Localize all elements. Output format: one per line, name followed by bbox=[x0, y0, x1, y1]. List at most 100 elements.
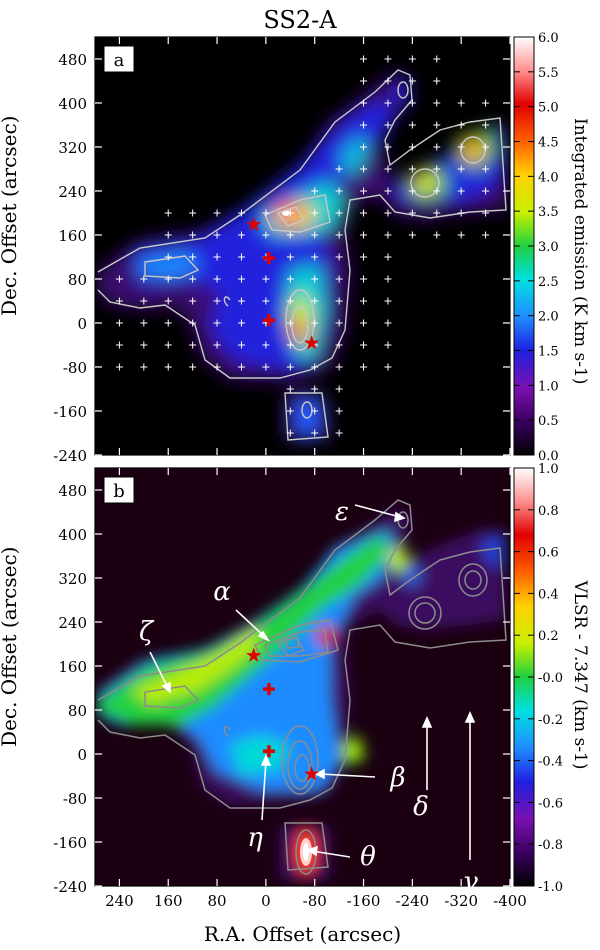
grid-plus bbox=[189, 275, 197, 283]
colorbar-tick-label: 4.5 bbox=[538, 136, 559, 151]
grid-plus bbox=[408, 99, 416, 107]
panel-a-emission-map: ★★ bbox=[97, 55, 508, 441]
figure-title: SS2-A bbox=[263, 6, 337, 34]
grid-plus bbox=[213, 231, 221, 239]
grid-plus bbox=[408, 231, 416, 239]
grid-plus bbox=[189, 297, 197, 305]
grid-plus bbox=[433, 187, 441, 195]
y-tick-label: 80 bbox=[68, 271, 87, 289]
grid-plus bbox=[433, 99, 441, 107]
colorbar-tick-label: 0.6 bbox=[538, 546, 559, 561]
colorbar-tick-label: -1.0 bbox=[538, 880, 563, 895]
grid-plus bbox=[189, 231, 197, 239]
x-tick-label: 0 bbox=[261, 892, 271, 910]
colorbar-tick-label: 3.5 bbox=[538, 205, 559, 220]
grid-plus bbox=[311, 385, 319, 393]
grid-plus bbox=[115, 297, 123, 305]
grid-plus bbox=[360, 297, 368, 305]
colorbar-tick-label: -0.0 bbox=[538, 671, 563, 686]
grid-plus bbox=[482, 231, 490, 239]
colorbar-tick-label: 4.0 bbox=[538, 170, 559, 185]
x-tick-label: -80 bbox=[303, 892, 327, 910]
grid-plus bbox=[311, 319, 319, 327]
grid-plus bbox=[237, 341, 245, 349]
colorbar-tick-label: 0.4 bbox=[538, 587, 559, 602]
grid-plus bbox=[115, 363, 123, 371]
source-star-marker: ★ bbox=[245, 643, 263, 667]
grid-plus bbox=[140, 341, 148, 349]
arrow-alpha-head bbox=[257, 630, 271, 642]
grid-plus bbox=[237, 275, 245, 283]
grid-plus bbox=[335, 253, 343, 261]
y-tick-label: -240 bbox=[53, 447, 87, 465]
panel-b-greek-labels: α β γ δ ε ζ η θ bbox=[139, 497, 478, 897]
arrow-eta bbox=[261, 759, 267, 821]
annotation-zeta: ζ bbox=[139, 617, 155, 647]
grid-plus bbox=[335, 165, 343, 173]
grid-plus bbox=[360, 165, 368, 173]
grid-plus bbox=[335, 209, 343, 217]
grid-plus bbox=[457, 121, 465, 129]
grid-plus bbox=[408, 165, 416, 173]
grid-plus bbox=[237, 209, 245, 217]
y-tick-label: -160 bbox=[53, 403, 87, 421]
grid-plus bbox=[335, 319, 343, 327]
grid-plus bbox=[433, 143, 441, 151]
grid-plus bbox=[164, 341, 172, 349]
grid-plus bbox=[408, 77, 416, 85]
grid-plus bbox=[360, 187, 368, 195]
arrow-epsilon bbox=[354, 504, 401, 518]
arrow-theta bbox=[311, 850, 351, 858]
grid-plus bbox=[360, 319, 368, 327]
grid-plus bbox=[189, 363, 197, 371]
grid-plus bbox=[482, 165, 490, 173]
grid-plus bbox=[286, 319, 294, 327]
grid-plus bbox=[360, 231, 368, 239]
arrow-zeta bbox=[149, 651, 169, 689]
colorbar-tick-label: -0.6 bbox=[538, 796, 563, 811]
grid-plus bbox=[384, 231, 392, 239]
source-plus-marker bbox=[262, 683, 275, 696]
annotation-gamma: γ bbox=[462, 867, 478, 897]
grid-plus bbox=[384, 187, 392, 195]
panel-b-contours bbox=[97, 499, 507, 875]
grid-plus bbox=[433, 121, 441, 129]
grid-plus bbox=[335, 231, 343, 239]
grid-plus bbox=[237, 363, 245, 371]
colorbar-tick-label: 2.5 bbox=[538, 275, 559, 290]
panel-a-label-box bbox=[103, 45, 135, 73]
grid-plus bbox=[164, 363, 172, 371]
grid-plus bbox=[115, 319, 123, 327]
panel-b-frame bbox=[94, 467, 511, 887]
grid-plus bbox=[213, 319, 221, 327]
annotation-epsilon: ε bbox=[335, 497, 349, 527]
colorbar-tick-label: 1.0 bbox=[538, 379, 559, 394]
y-tick-label: 320 bbox=[58, 570, 87, 588]
x-axis-label: R.A. Offset (arcsec) bbox=[203, 922, 402, 946]
arrow-delta-head bbox=[421, 716, 433, 728]
y-tick-label: 0 bbox=[77, 315, 87, 333]
y-tick-label: 160 bbox=[58, 227, 87, 245]
grid-plus bbox=[164, 253, 172, 261]
grid-plus bbox=[384, 143, 392, 151]
source-star-marker: ★ bbox=[245, 212, 263, 236]
grid-plus bbox=[140, 363, 148, 371]
grid-plus bbox=[286, 253, 294, 261]
grid-plus bbox=[360, 99, 368, 107]
grid-plus bbox=[164, 209, 172, 217]
panel-b-label-box bbox=[103, 476, 135, 504]
grid-plus bbox=[360, 363, 368, 371]
grid-plus bbox=[433, 231, 441, 239]
panel-b-ticks: 480 400 320 240 160 80 0 -80 -160 -240 240 160 80 0 -8… bbox=[53, 468, 527, 910]
grid-plus bbox=[311, 429, 319, 437]
grid-plus bbox=[286, 407, 294, 415]
y-tick-label: -80 bbox=[63, 790, 87, 808]
annotation-eta: η bbox=[247, 823, 263, 853]
panel-b-markers: ★★ bbox=[245, 643, 321, 785]
y-tick-label: 480 bbox=[58, 482, 87, 500]
grid-plus bbox=[189, 319, 197, 327]
grid-plus bbox=[335, 341, 343, 349]
